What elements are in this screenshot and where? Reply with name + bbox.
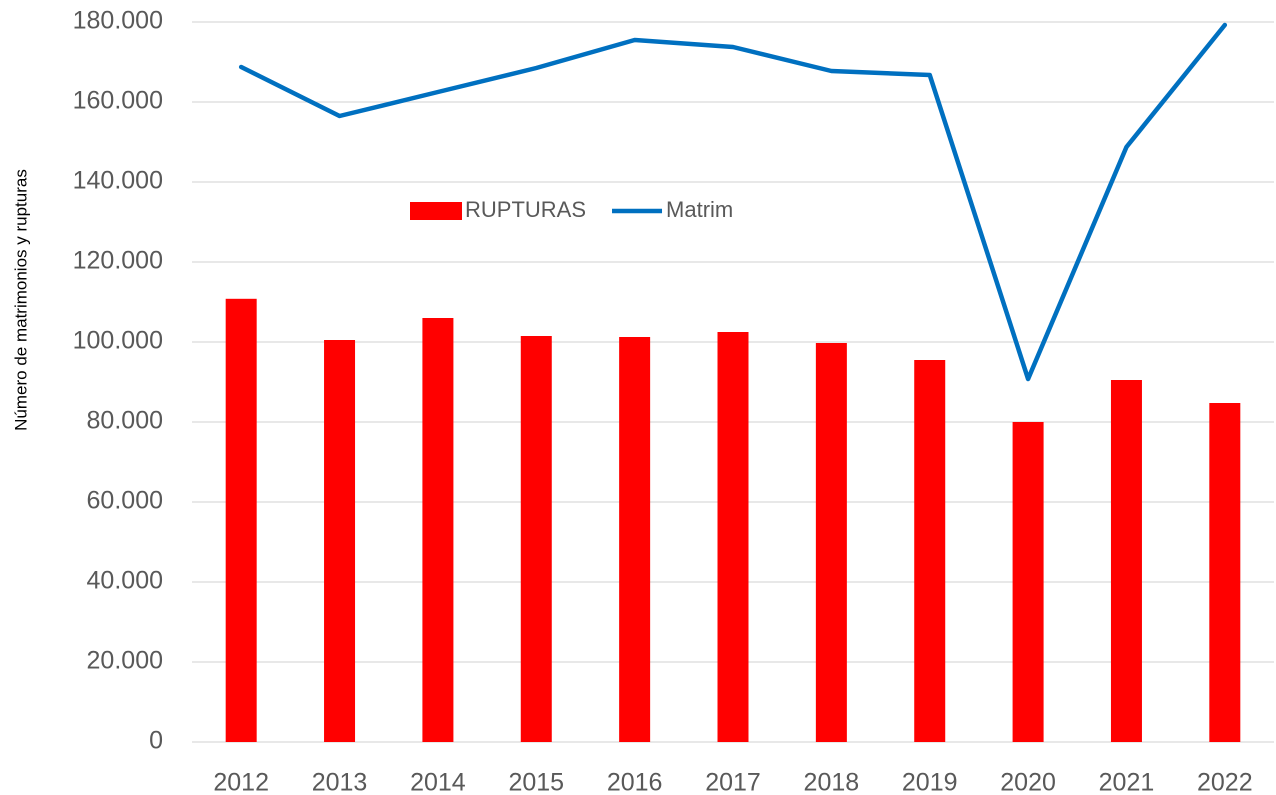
x-tick-label: 2016 — [607, 769, 663, 795]
y-tick-label: 180.000 — [73, 7, 163, 35]
x-tick-label: 2021 — [1099, 769, 1155, 795]
y-tick-label: 60.000 — [87, 487, 163, 515]
x-tick-label: 2022 — [1197, 769, 1253, 795]
bar — [324, 340, 356, 742]
bar — [225, 298, 257, 742]
bar — [914, 360, 946, 742]
x-tick-label: 2012 — [213, 769, 269, 795]
y-tick-label: 80.000 — [87, 407, 163, 435]
x-tick-label: 2017 — [705, 769, 761, 795]
x-tick-label: 2013 — [312, 769, 368, 795]
bar — [815, 343, 847, 742]
x-tick-label: 2015 — [508, 769, 564, 795]
bar — [422, 318, 454, 742]
line — [238, 22, 1228, 382]
y-tick-label: 20.000 — [87, 647, 163, 675]
legend-swatch — [410, 202, 462, 220]
legend-label: RUPTURAS — [465, 197, 586, 222]
x-tick-label: 2020 — [1000, 769, 1056, 795]
y-axis-title: Número de matrimonios y rupturas — [11, 169, 30, 431]
x-tick-label: 2019 — [902, 769, 958, 795]
y-tick-label: 100.000 — [73, 327, 163, 355]
y-tick-label: 160.000 — [73, 87, 163, 115]
bar — [619, 337, 651, 742]
x-tick-label: 2018 — [804, 769, 860, 795]
bar — [717, 332, 749, 742]
bar — [1012, 422, 1044, 742]
legend-label: Matrim — [666, 197, 733, 222]
bar — [520, 336, 552, 742]
x-tick-label: 2014 — [410, 769, 466, 795]
bar — [1110, 380, 1142, 742]
y-tick-label: 140.000 — [73, 167, 163, 195]
y-tick-label: 40.000 — [87, 567, 163, 595]
y-tick-label: 120.000 — [73, 247, 163, 275]
y-tick-label: 0 — [149, 727, 163, 755]
bar — [1209, 403, 1241, 742]
